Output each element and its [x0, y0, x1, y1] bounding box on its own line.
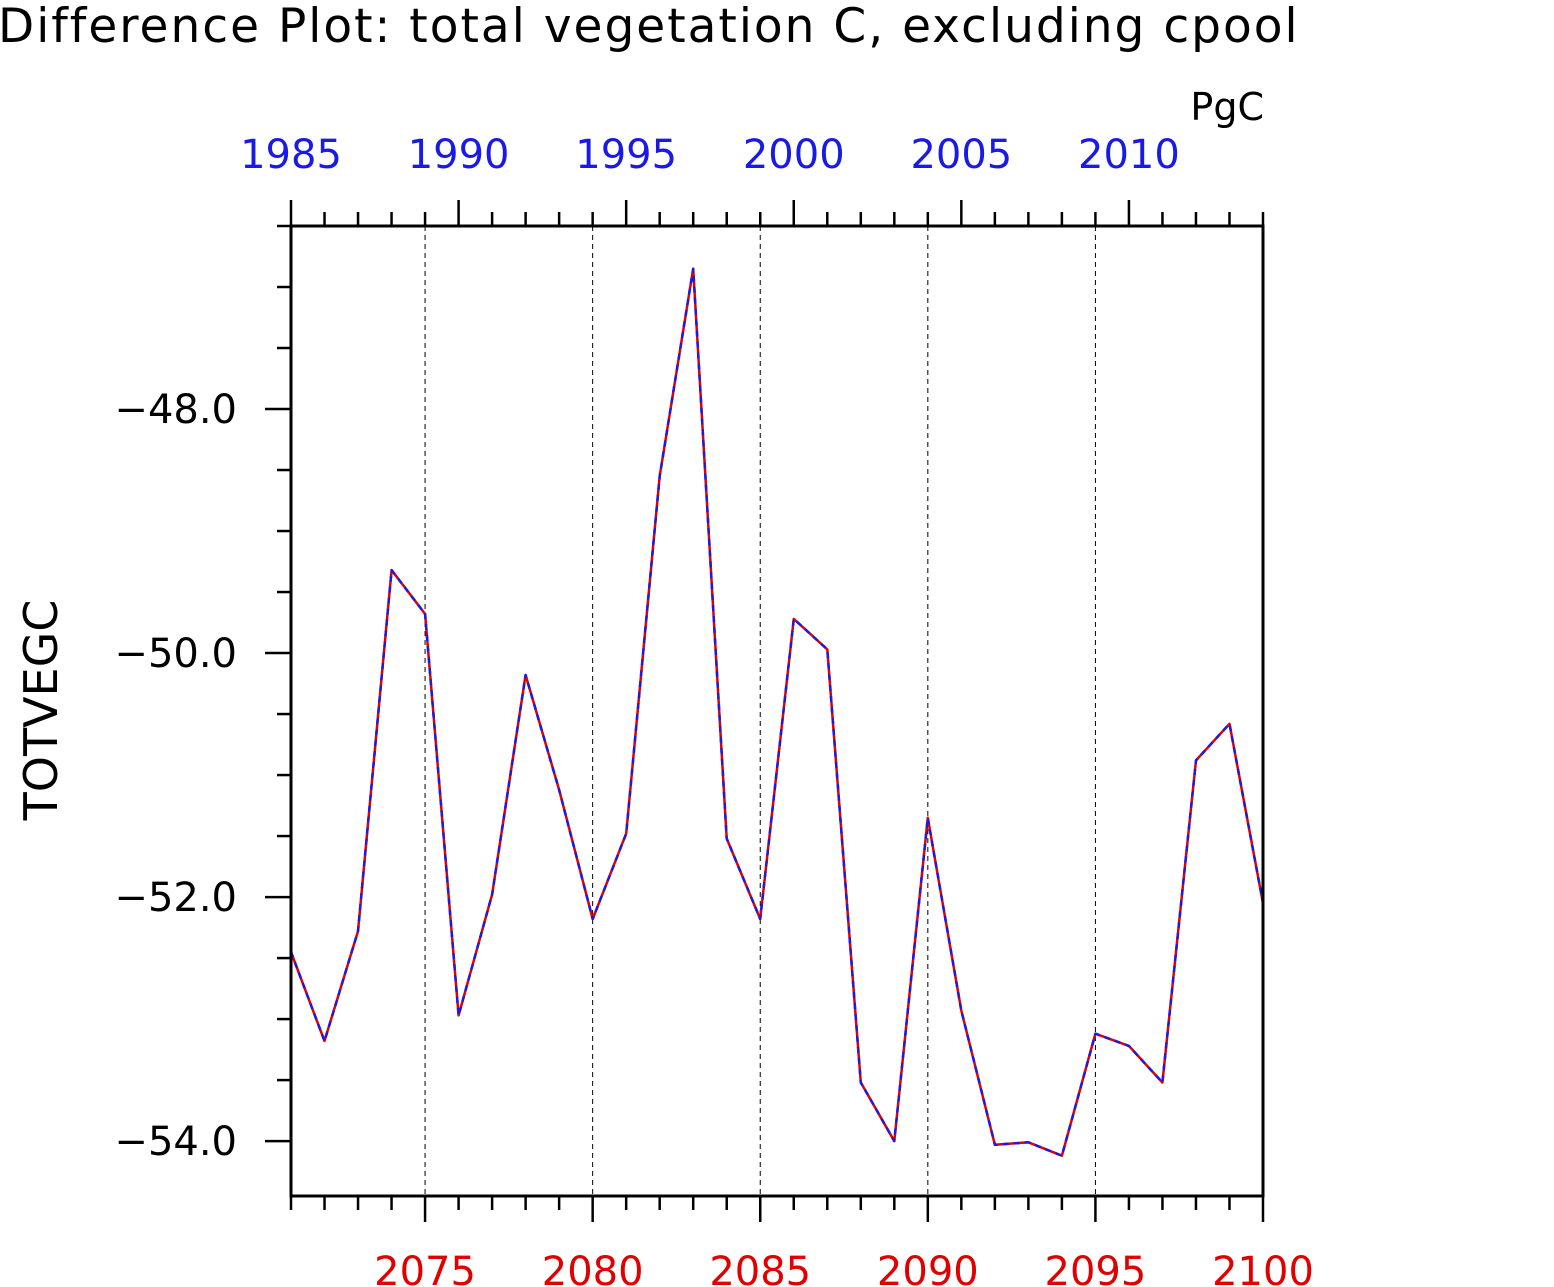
- units-label: PgC: [1190, 85, 1264, 129]
- axes: 2075 2080 2085 2090 2095 2100 1985 1990 1995 2000…: [114, 132, 1313, 1287]
- y-tick-label: −50.0: [114, 631, 237, 677]
- x-bottom-tick-label: 2100: [1212, 1249, 1314, 1287]
- series-line-red: [289, 267, 1265, 1157]
- x-top-tick-label: 1995: [575, 132, 677, 178]
- x-top-tick-label: 1990: [408, 132, 510, 178]
- x-bottom-tick-label: 2085: [709, 1249, 811, 1287]
- x-top-tick-label: 2000: [743, 132, 845, 178]
- x-bottom-tick-label: 2075: [374, 1249, 476, 1287]
- x-bottom-tick-label: 2090: [877, 1249, 979, 1287]
- x-top-tick-label: 2005: [910, 132, 1012, 178]
- x-top-tick-label: 1985: [240, 132, 342, 178]
- plot-frame: [289, 224, 1265, 1198]
- x-bottom-tick-label: 2080: [542, 1249, 644, 1287]
- series-line-blue: [289, 267, 1265, 1157]
- chart-title: Difference Plot: total vegetation C, exc…: [0, 0, 1300, 54]
- series-lines: [289, 267, 1265, 1157]
- gridlines: [424, 226, 1096, 1196]
- y-tick-label: −48.0: [114, 387, 237, 433]
- y-tick-label: −54.0: [114, 1119, 237, 1165]
- y-axis-label: TOTVEGC: [14, 600, 68, 822]
- y-tick-label: −52.0: [114, 875, 237, 921]
- x-top-tick-label: 2010: [1078, 132, 1180, 178]
- x-bottom-tick-label: 2095: [1045, 1249, 1147, 1287]
